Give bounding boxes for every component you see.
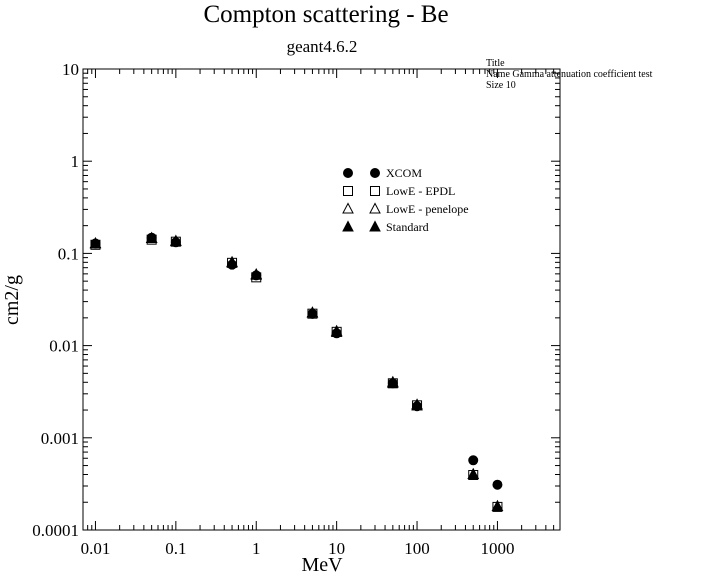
x-tick-label: 100	[404, 539, 430, 558]
data-point-xcom	[331, 328, 342, 339]
legend-label-lowe-penelope: LowE - penelope	[386, 202, 469, 216]
chart-title: Compton scattering - Be	[203, 1, 448, 28]
y-tick-label: 0.01	[49, 337, 79, 356]
x-tick-label: 10	[328, 539, 345, 558]
note-line: Title	[486, 58, 505, 69]
note-line: Name Gamma attenuation coefficient test	[486, 69, 653, 80]
legend-marker-xcom	[343, 168, 353, 178]
data-point-xcom	[227, 259, 238, 270]
legend-marker-lowe-epdl	[370, 186, 380, 196]
note-line: Size 10	[486, 80, 516, 91]
plot-frame	[82, 68, 561, 531]
chart-subtitle: geant4.6.2	[287, 37, 358, 56]
data-point-standard	[467, 467, 480, 479]
x-tick-label: 1000	[480, 539, 514, 558]
y-axis-label: cm2/g	[1, 275, 23, 325]
y-tick-label: 0.001	[41, 429, 79, 448]
data-point-standard	[491, 499, 504, 511]
y-tick-label: 0.1	[58, 244, 79, 263]
legend: XCOM LowE - EPDL LowE - penelope Standard	[337, 160, 487, 238]
data-point-xcom	[412, 401, 423, 412]
data-point-xcom	[170, 237, 181, 248]
data-point-xcom	[492, 479, 503, 490]
plot-area: 0.01 0.1 1 10 100 1000 0.0001 0.001 0.01 0.1 1 10	[32, 60, 561, 558]
legend-marker-standard	[342, 220, 354, 232]
data-point-xcom	[307, 308, 318, 319]
data-point-xcom	[251, 270, 262, 281]
x-axis-label: MeV	[301, 554, 343, 574]
legend-label-lowe-epdl: LowE - EPDL	[386, 184, 455, 198]
legend-marker-standard	[369, 220, 381, 232]
data-point-xcom	[90, 238, 101, 249]
data-point-xcom	[387, 378, 398, 389]
data-point-xcom	[146, 232, 157, 243]
y-tick-label: 0.0001	[32, 521, 79, 540]
x-tick-label: 0.01	[81, 539, 111, 558]
legend-background	[337, 160, 487, 238]
legend-marker-lowe-penelope	[369, 202, 381, 214]
legend-marker-lowe-penelope	[342, 202, 354, 214]
x-tick-label: 0.1	[165, 539, 186, 558]
y-tick-label: 10	[62, 60, 79, 79]
legend-label-xcom: XCOM	[386, 166, 422, 180]
legend-label-standard: Standard	[386, 220, 429, 234]
y-tick-label: 1	[71, 152, 80, 171]
legend-marker-xcom	[370, 168, 380, 178]
data-point-xcom	[468, 455, 479, 466]
legend-marker-lowe-epdl	[343, 186, 353, 196]
x-tick-label: 1	[252, 539, 261, 558]
